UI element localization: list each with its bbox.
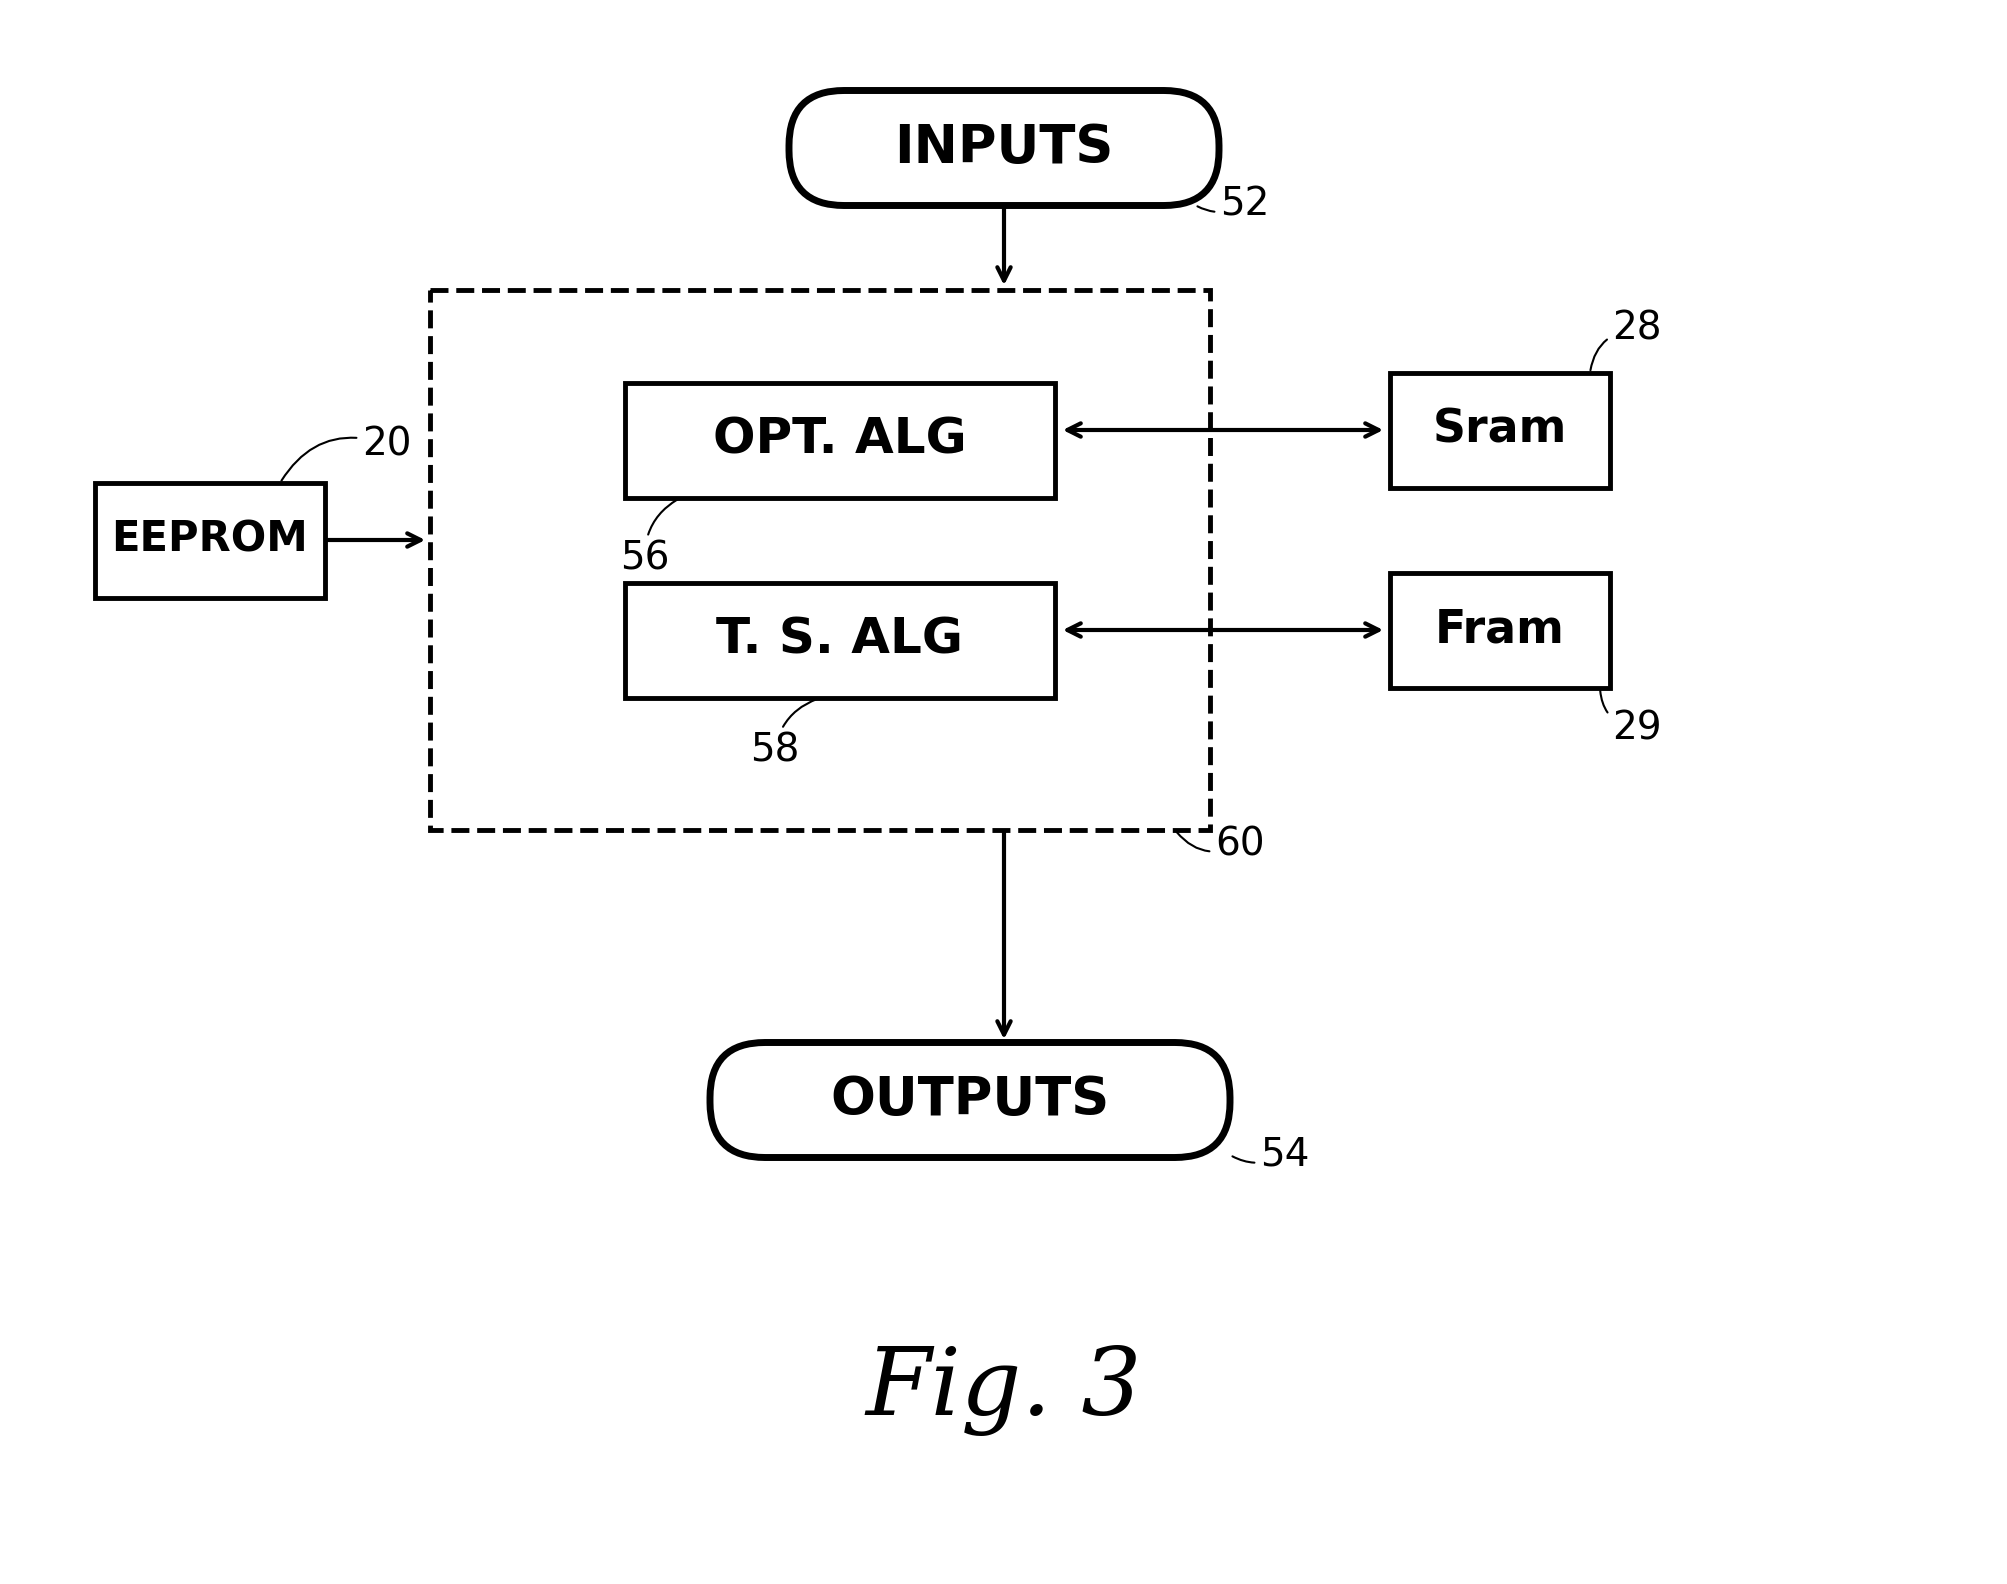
Text: OPT. ALG: OPT. ALG bbox=[712, 417, 967, 464]
Text: EEPROM: EEPROM bbox=[112, 520, 309, 561]
Text: Fram: Fram bbox=[1435, 608, 1563, 653]
Bar bbox=[429, 290, 1210, 830]
FancyBboxPatch shape bbox=[710, 1042, 1230, 1158]
Bar bbox=[94, 483, 325, 597]
Text: 60: 60 bbox=[1176, 825, 1264, 863]
Text: 20: 20 bbox=[281, 425, 411, 480]
FancyBboxPatch shape bbox=[789, 90, 1218, 206]
Text: 56: 56 bbox=[620, 499, 676, 578]
Text: 29: 29 bbox=[1600, 691, 1662, 748]
Text: 52: 52 bbox=[1196, 185, 1268, 223]
Text: Fig. 3: Fig. 3 bbox=[865, 1345, 1142, 1435]
Text: OUTPUTS: OUTPUTS bbox=[831, 1074, 1110, 1126]
Text: 58: 58 bbox=[751, 699, 817, 770]
Bar bbox=[1389, 372, 1610, 488]
Text: T. S. ALG: T. S. ALG bbox=[716, 616, 963, 664]
Text: 28: 28 bbox=[1590, 310, 1660, 371]
Text: 54: 54 bbox=[1232, 1136, 1309, 1174]
Bar bbox=[624, 583, 1054, 697]
Text: Sram: Sram bbox=[1433, 407, 1565, 453]
Bar bbox=[624, 382, 1054, 497]
Text: INPUTS: INPUTS bbox=[893, 122, 1114, 174]
Bar bbox=[1389, 572, 1610, 687]
